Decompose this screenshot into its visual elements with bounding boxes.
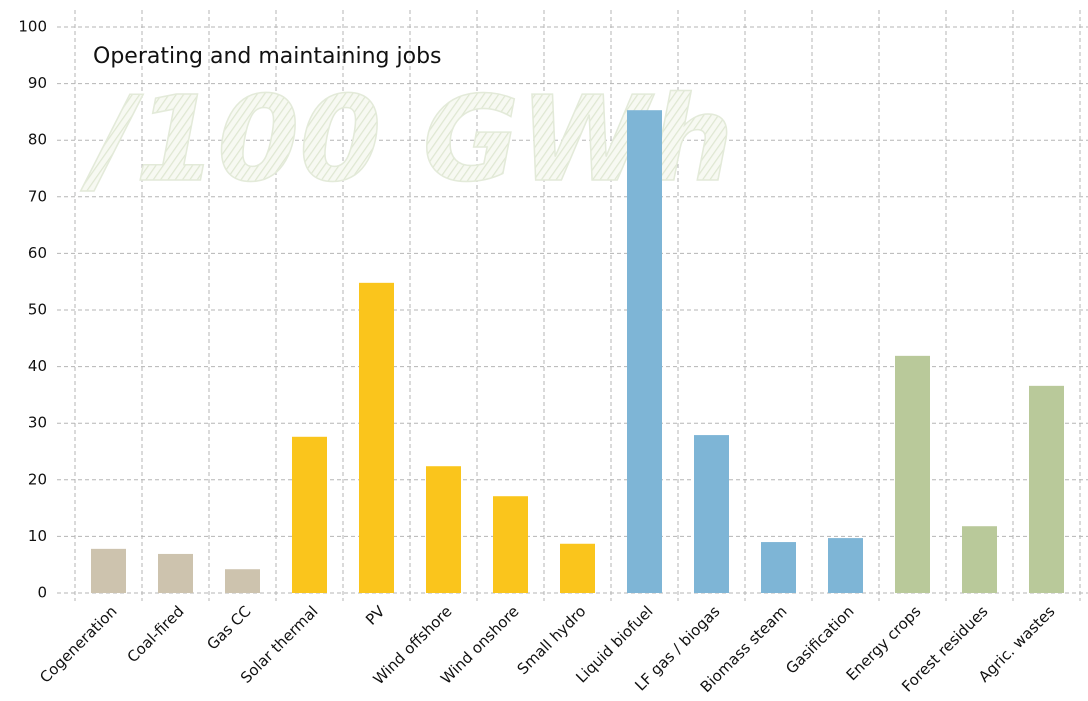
bar <box>962 526 997 593</box>
y-tick-label: 70 <box>28 187 47 205</box>
bar <box>694 435 729 593</box>
y-tick-label: 10 <box>28 527 47 545</box>
y-tick-label: 100 <box>18 18 47 36</box>
bar <box>560 543 595 593</box>
x-tick-label: Gasification <box>782 602 857 677</box>
chart-title: Operating and maintaining jobs <box>93 44 442 69</box>
bar <box>761 542 796 593</box>
bar <box>828 538 863 593</box>
bar <box>426 466 461 593</box>
y-tick-label: 30 <box>28 414 47 432</box>
bar <box>627 110 662 594</box>
bar <box>292 436 327 593</box>
bar <box>225 569 260 593</box>
y-tick-label: 80 <box>28 131 47 149</box>
y-tick-label: 40 <box>28 357 47 375</box>
grid <box>57 10 1088 601</box>
x-tick-label: PV <box>362 602 389 629</box>
x-tick-label: Cogeneration <box>36 602 120 686</box>
bar <box>895 355 930 593</box>
bar <box>1029 385 1064 593</box>
y-tick-label: 0 <box>37 584 47 602</box>
y-tick-label: 50 <box>28 301 47 319</box>
y-tick-label: 90 <box>28 74 47 92</box>
x-tick-label: Coal-fired <box>124 602 188 666</box>
y-tick-label: 60 <box>28 244 47 262</box>
bar <box>359 282 394 593</box>
bar <box>158 553 193 593</box>
bar <box>493 496 528 593</box>
bar <box>91 548 126 593</box>
y-tick-label: 20 <box>28 470 47 488</box>
watermark-subtitle: /100 GWh <box>80 70 734 208</box>
x-tick-label: Gas CC <box>203 602 254 653</box>
